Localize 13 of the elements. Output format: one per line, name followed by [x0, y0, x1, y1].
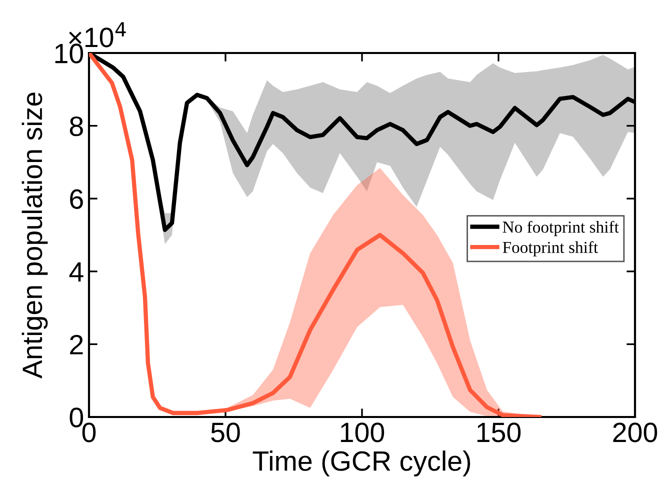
- y-tick-label: 4: [69, 262, 84, 282]
- y-axis-title: Antigen population size: [22, 92, 48, 379]
- x-tick-label: 200: [613, 422, 658, 442]
- y-tick-label: 0: [70, 408, 84, 428]
- y-tick-label: 8: [70, 116, 83, 136]
- legend-label: No footprint shift: [502, 220, 619, 236]
- x-tick-label: 150: [477, 422, 521, 442]
- x-axis-title: Time (GCR cycle): [252, 450, 470, 476]
- y-tick-label: 6: [70, 189, 83, 209]
- legend-label: Footprint shift: [502, 241, 598, 256]
- x-tick-label: 100: [340, 422, 384, 442]
- y-tick-label: 2: [70, 334, 83, 354]
- x-tick-label: 50: [211, 422, 240, 442]
